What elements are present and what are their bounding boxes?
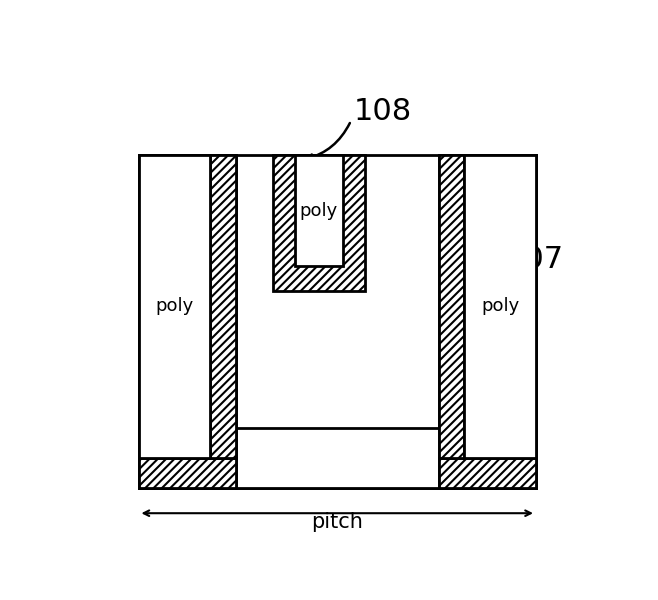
Bar bbox=[139, 428, 536, 488]
Text: 107: 107 bbox=[506, 245, 564, 274]
Bar bbox=[139, 155, 536, 488]
Bar bbox=[139, 458, 236, 488]
Bar bbox=[139, 155, 236, 488]
Bar bbox=[439, 458, 536, 488]
Bar bbox=[139, 155, 210, 458]
Text: poly: poly bbox=[481, 298, 519, 316]
Text: poly: poly bbox=[155, 298, 193, 316]
Bar bbox=[439, 155, 465, 458]
Text: 108: 108 bbox=[353, 97, 412, 126]
Bar bbox=[465, 155, 536, 458]
Text: pitch: pitch bbox=[311, 512, 363, 532]
Bar bbox=[295, 155, 343, 266]
Bar bbox=[272, 155, 365, 292]
Text: poly: poly bbox=[299, 202, 338, 220]
Bar bbox=[439, 155, 536, 488]
Bar bbox=[210, 155, 236, 458]
